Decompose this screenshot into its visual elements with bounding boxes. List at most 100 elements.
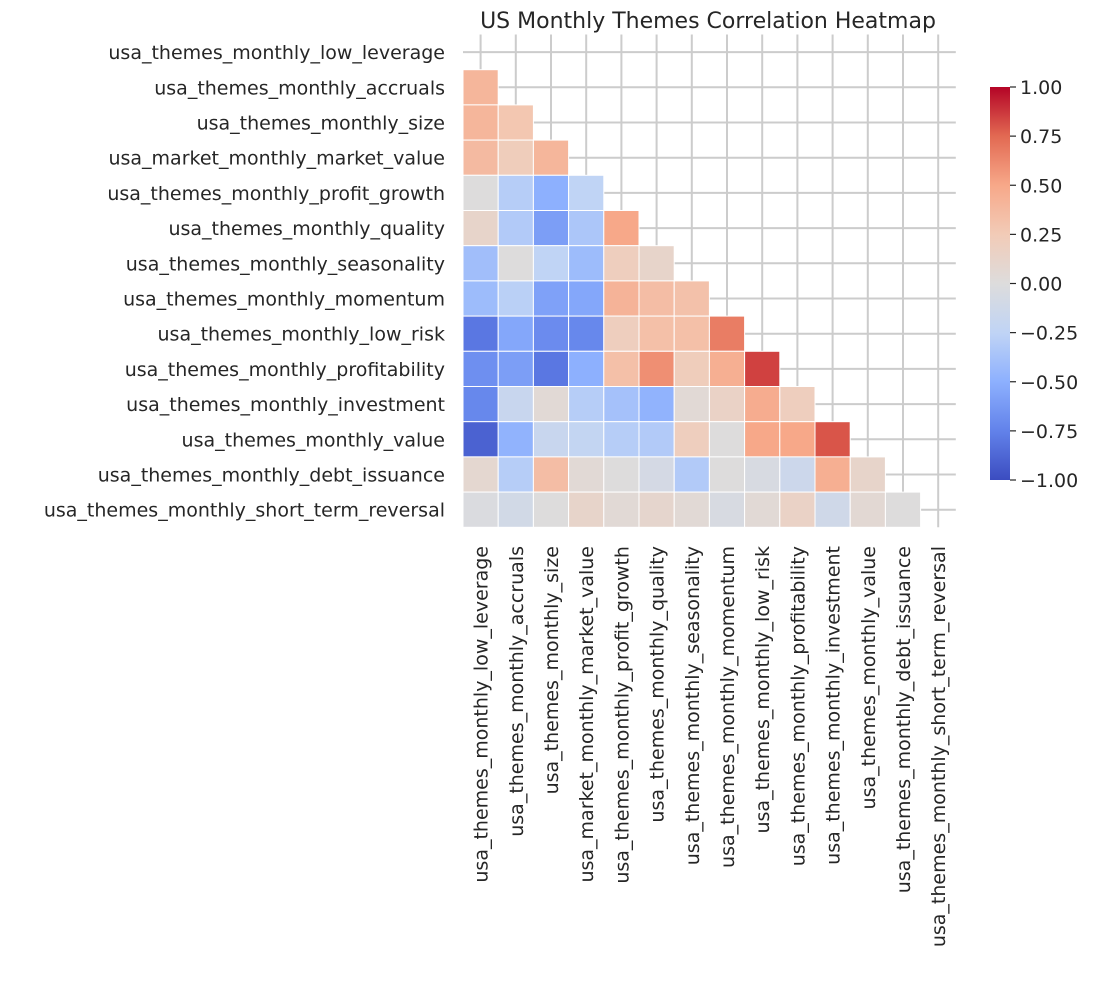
- y-tick-label: usa_themes_monthly_profitability: [125, 359, 445, 381]
- heatmap-cell: [603, 421, 640, 458]
- heatmap-cell: [497, 245, 534, 282]
- heatmap-cell: [849, 491, 886, 528]
- heatmap-cell: [497, 174, 534, 212]
- heatmap-cell: [568, 386, 605, 423]
- heatmap-cell: [638, 386, 675, 423]
- y-tick-label: usa_themes_monthly_low_risk: [158, 324, 446, 346]
- heatmap-cell: [708, 491, 746, 528]
- heatmap-cell: [462, 69, 499, 106]
- heatmap-cell: [462, 174, 499, 212]
- heatmap-cell: [462, 386, 499, 423]
- heatmap-cell: [462, 421, 499, 458]
- heatmap-cell: [568, 421, 605, 458]
- heatmap-cell: [744, 491, 781, 528]
- heatmap-cell: [603, 386, 640, 423]
- heatmap-cell: [638, 315, 675, 352]
- heatmap-cell: [532, 315, 570, 352]
- heatmap-cell: [462, 456, 499, 493]
- heatmap-cell: [462, 315, 499, 352]
- heatmap-cell: [814, 456, 851, 493]
- heatmap-cell: [744, 350, 781, 387]
- heatmap-cell: [638, 350, 675, 387]
- x-tick-label: usa_themes_monthly_low_leverage: [471, 546, 493, 883]
- colorbar-tick-label: 0.25: [1020, 224, 1062, 246]
- y-tick-label: usa_themes_monthly_short_term_reversal: [44, 500, 445, 522]
- heatmap-cell: [532, 280, 570, 317]
- x-tick-label: usa_market_monthly_market_value: [576, 546, 598, 883]
- x-tick-label: usa_themes_monthly_low_risk: [752, 546, 774, 834]
- heatmap-cell: [568, 174, 605, 212]
- heatmap-cell: [532, 210, 570, 247]
- x-tick-label: usa_themes_monthly_size: [541, 546, 563, 794]
- heatmap-cell: [497, 280, 534, 317]
- heatmap-cell: [497, 210, 534, 247]
- heatmap-cell: [462, 491, 499, 528]
- heatmap-cell: [603, 491, 640, 528]
- heatmap-cell: [568, 491, 605, 528]
- colorbar-tick-label: 0.50: [1020, 175, 1062, 197]
- y-tick-label: usa_themes_monthly_debt_issuance: [98, 465, 445, 487]
- colorbar-tick-label: 0.00: [1020, 274, 1062, 296]
- x-tick-label: usa_themes_monthly_investment: [823, 546, 845, 865]
- heatmap-cell: [497, 386, 534, 423]
- heatmap-cell: [497, 104, 534, 141]
- heatmap-cell: [673, 456, 710, 493]
- heatmap-cell: [603, 350, 640, 387]
- y-tick-labels: usa_themes_monthly_low_leverage usa_theme…: [44, 42, 445, 522]
- heatmap-cell: [497, 421, 534, 458]
- heatmap-cell: [779, 421, 816, 458]
- y-tick-label: usa_market_monthly_market_value: [108, 148, 445, 170]
- x-tick-label: usa_themes_monthly_profit_growth: [611, 546, 633, 884]
- heatmap-cell: [779, 386, 816, 423]
- heatmap-cell: [708, 456, 746, 493]
- heatmap-cell: [497, 491, 534, 528]
- heatmap-cells: [462, 69, 922, 528]
- heatmap-cell: [568, 245, 605, 282]
- heatmap-cell: [497, 315, 534, 352]
- heatmap-cell: [532, 421, 570, 458]
- x-tick-label: usa_themes_monthly_seasonality: [682, 546, 704, 865]
- heatmap-cell: [744, 386, 781, 423]
- heatmap-cell: [744, 456, 781, 493]
- heatmap-cell: [638, 280, 675, 317]
- y-tick-label: usa_themes_monthly_quality: [168, 218, 445, 240]
- heatmap-cell: [638, 491, 675, 528]
- colorbar-tick-label: −0.75: [1020, 421, 1078, 443]
- heatmap-cell: [603, 456, 640, 493]
- y-tick-label: usa_themes_monthly_investment: [126, 394, 445, 416]
- heatmap-cell: [532, 386, 570, 423]
- heatmap-cell: [638, 421, 675, 458]
- heatmap-cell: [884, 491, 922, 528]
- heatmap-cell: [708, 350, 746, 387]
- heatmap-cell: [497, 139, 534, 176]
- x-tick-label: usa_themes_monthly_momentum: [717, 546, 739, 868]
- heatmap-cell: [673, 386, 710, 423]
- y-tick-label: usa_themes_monthly_profit_growth: [107, 183, 445, 205]
- x-tick-labels: usa_themes_monthly_low_leverage usa_theme…: [471, 546, 951, 947]
- heatmap-cell: [568, 456, 605, 493]
- heatmap-cell: [462, 210, 499, 247]
- heatmap-cell: [462, 104, 499, 141]
- x-tick-label: usa_themes_monthly_profitability: [787, 546, 809, 866]
- colorbar-tick-label: −0.50: [1020, 372, 1078, 394]
- heatmap-cell: [568, 350, 605, 387]
- x-tick-label: usa_themes_monthly_debt_issuance: [893, 546, 915, 893]
- y-tick-label: usa_themes_monthly_accruals: [154, 77, 445, 99]
- heatmap-cell: [708, 315, 746, 352]
- heatmap-cell: [462, 245, 499, 282]
- heatmap-cell: [497, 456, 534, 493]
- heatmap-cell: [603, 280, 640, 317]
- heatmap-cell: [708, 386, 746, 423]
- heatmap-cell: [532, 350, 570, 387]
- heatmap-cell: [532, 245, 570, 282]
- heatmap-cell: [497, 350, 534, 387]
- chart-title: US Monthly Themes Correlation Heatmap: [480, 9, 936, 34]
- heatmap-cell: [532, 491, 570, 528]
- heatmap-cell: [532, 139, 570, 176]
- colorbar-tick-label: −1.00: [1020, 470, 1078, 492]
- heatmap-cell: [638, 245, 675, 282]
- heatmap-cell: [744, 421, 781, 458]
- y-tick-label: usa_themes_monthly_value: [182, 429, 445, 451]
- heatmap-cell: [708, 421, 746, 458]
